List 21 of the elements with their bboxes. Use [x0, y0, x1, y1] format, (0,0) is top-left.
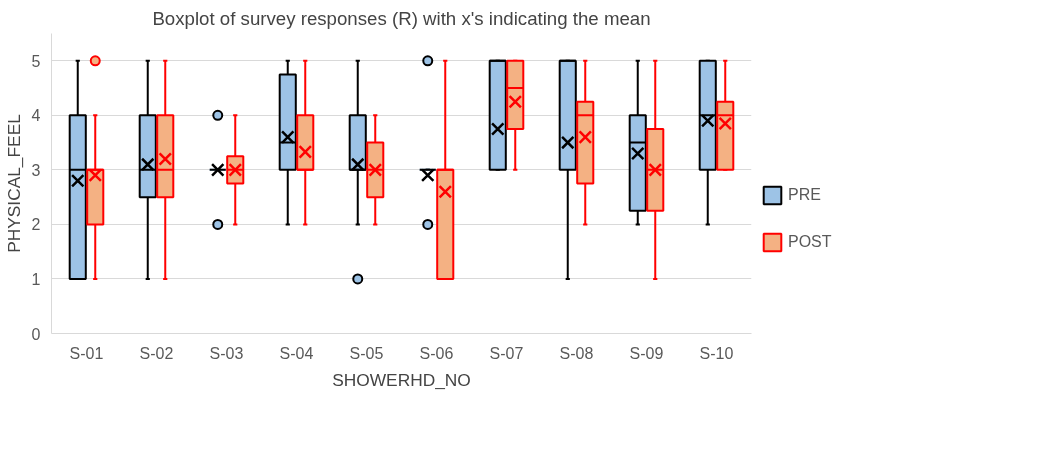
legend-label: PRE — [788, 186, 821, 204]
x-tick-label: S-06 — [419, 344, 454, 362]
y-tick-label: 1 — [31, 270, 41, 288]
x-tick-label: S-04 — [279, 344, 314, 362]
x-tick-label: S-05 — [349, 344, 384, 362]
x-axis-title: SHOWERHD_NO — [332, 369, 471, 390]
y-tick-label: 4 — [31, 107, 41, 125]
y-tick-label: 0 — [31, 325, 41, 343]
y-tick-label: 2 — [31, 216, 41, 234]
x-tick-label: S-03 — [209, 344, 244, 362]
x-tick-label: S-10 — [699, 344, 734, 362]
x-tick-label: S-07 — [489, 344, 524, 362]
y-tick-label: 5 — [31, 52, 41, 70]
legend-label: POST — [788, 233, 832, 251]
y-axis-title: PHYSICAL_FEEL — [3, 113, 24, 253]
x-tick-label: S-01 — [69, 344, 104, 362]
x-tick-label: S-08 — [559, 344, 594, 362]
y-tick-label: 3 — [31, 161, 41, 179]
chart-title: Boxplot of survey responses (R) with x's indicating the mean — [152, 7, 651, 29]
x-tick-label: S-02 — [139, 344, 174, 362]
x-tick-label: S-09 — [629, 344, 664, 362]
